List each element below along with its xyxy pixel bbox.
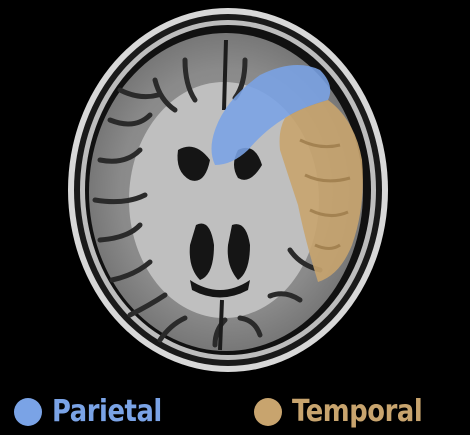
temporal-label: Temporal: [292, 394, 423, 429]
lateral-ventricles: [177, 146, 262, 298]
legend-item-parietal: Parietal: [14, 392, 180, 432]
temporal-region-overlay: [279, 100, 363, 282]
temporal-gyri: [299, 138, 351, 250]
parietal-label: Parietal: [52, 394, 162, 429]
midline-fissure: [218, 39, 228, 351]
temporal-color-dot: [254, 398, 282, 426]
sulci-left: [92, 57, 198, 343]
legend-item-temporal: Temporal: [254, 392, 444, 432]
parietal-region-overlay: [211, 65, 331, 165]
white-matter: [129, 82, 319, 318]
parietal-color-dot: [14, 398, 42, 426]
